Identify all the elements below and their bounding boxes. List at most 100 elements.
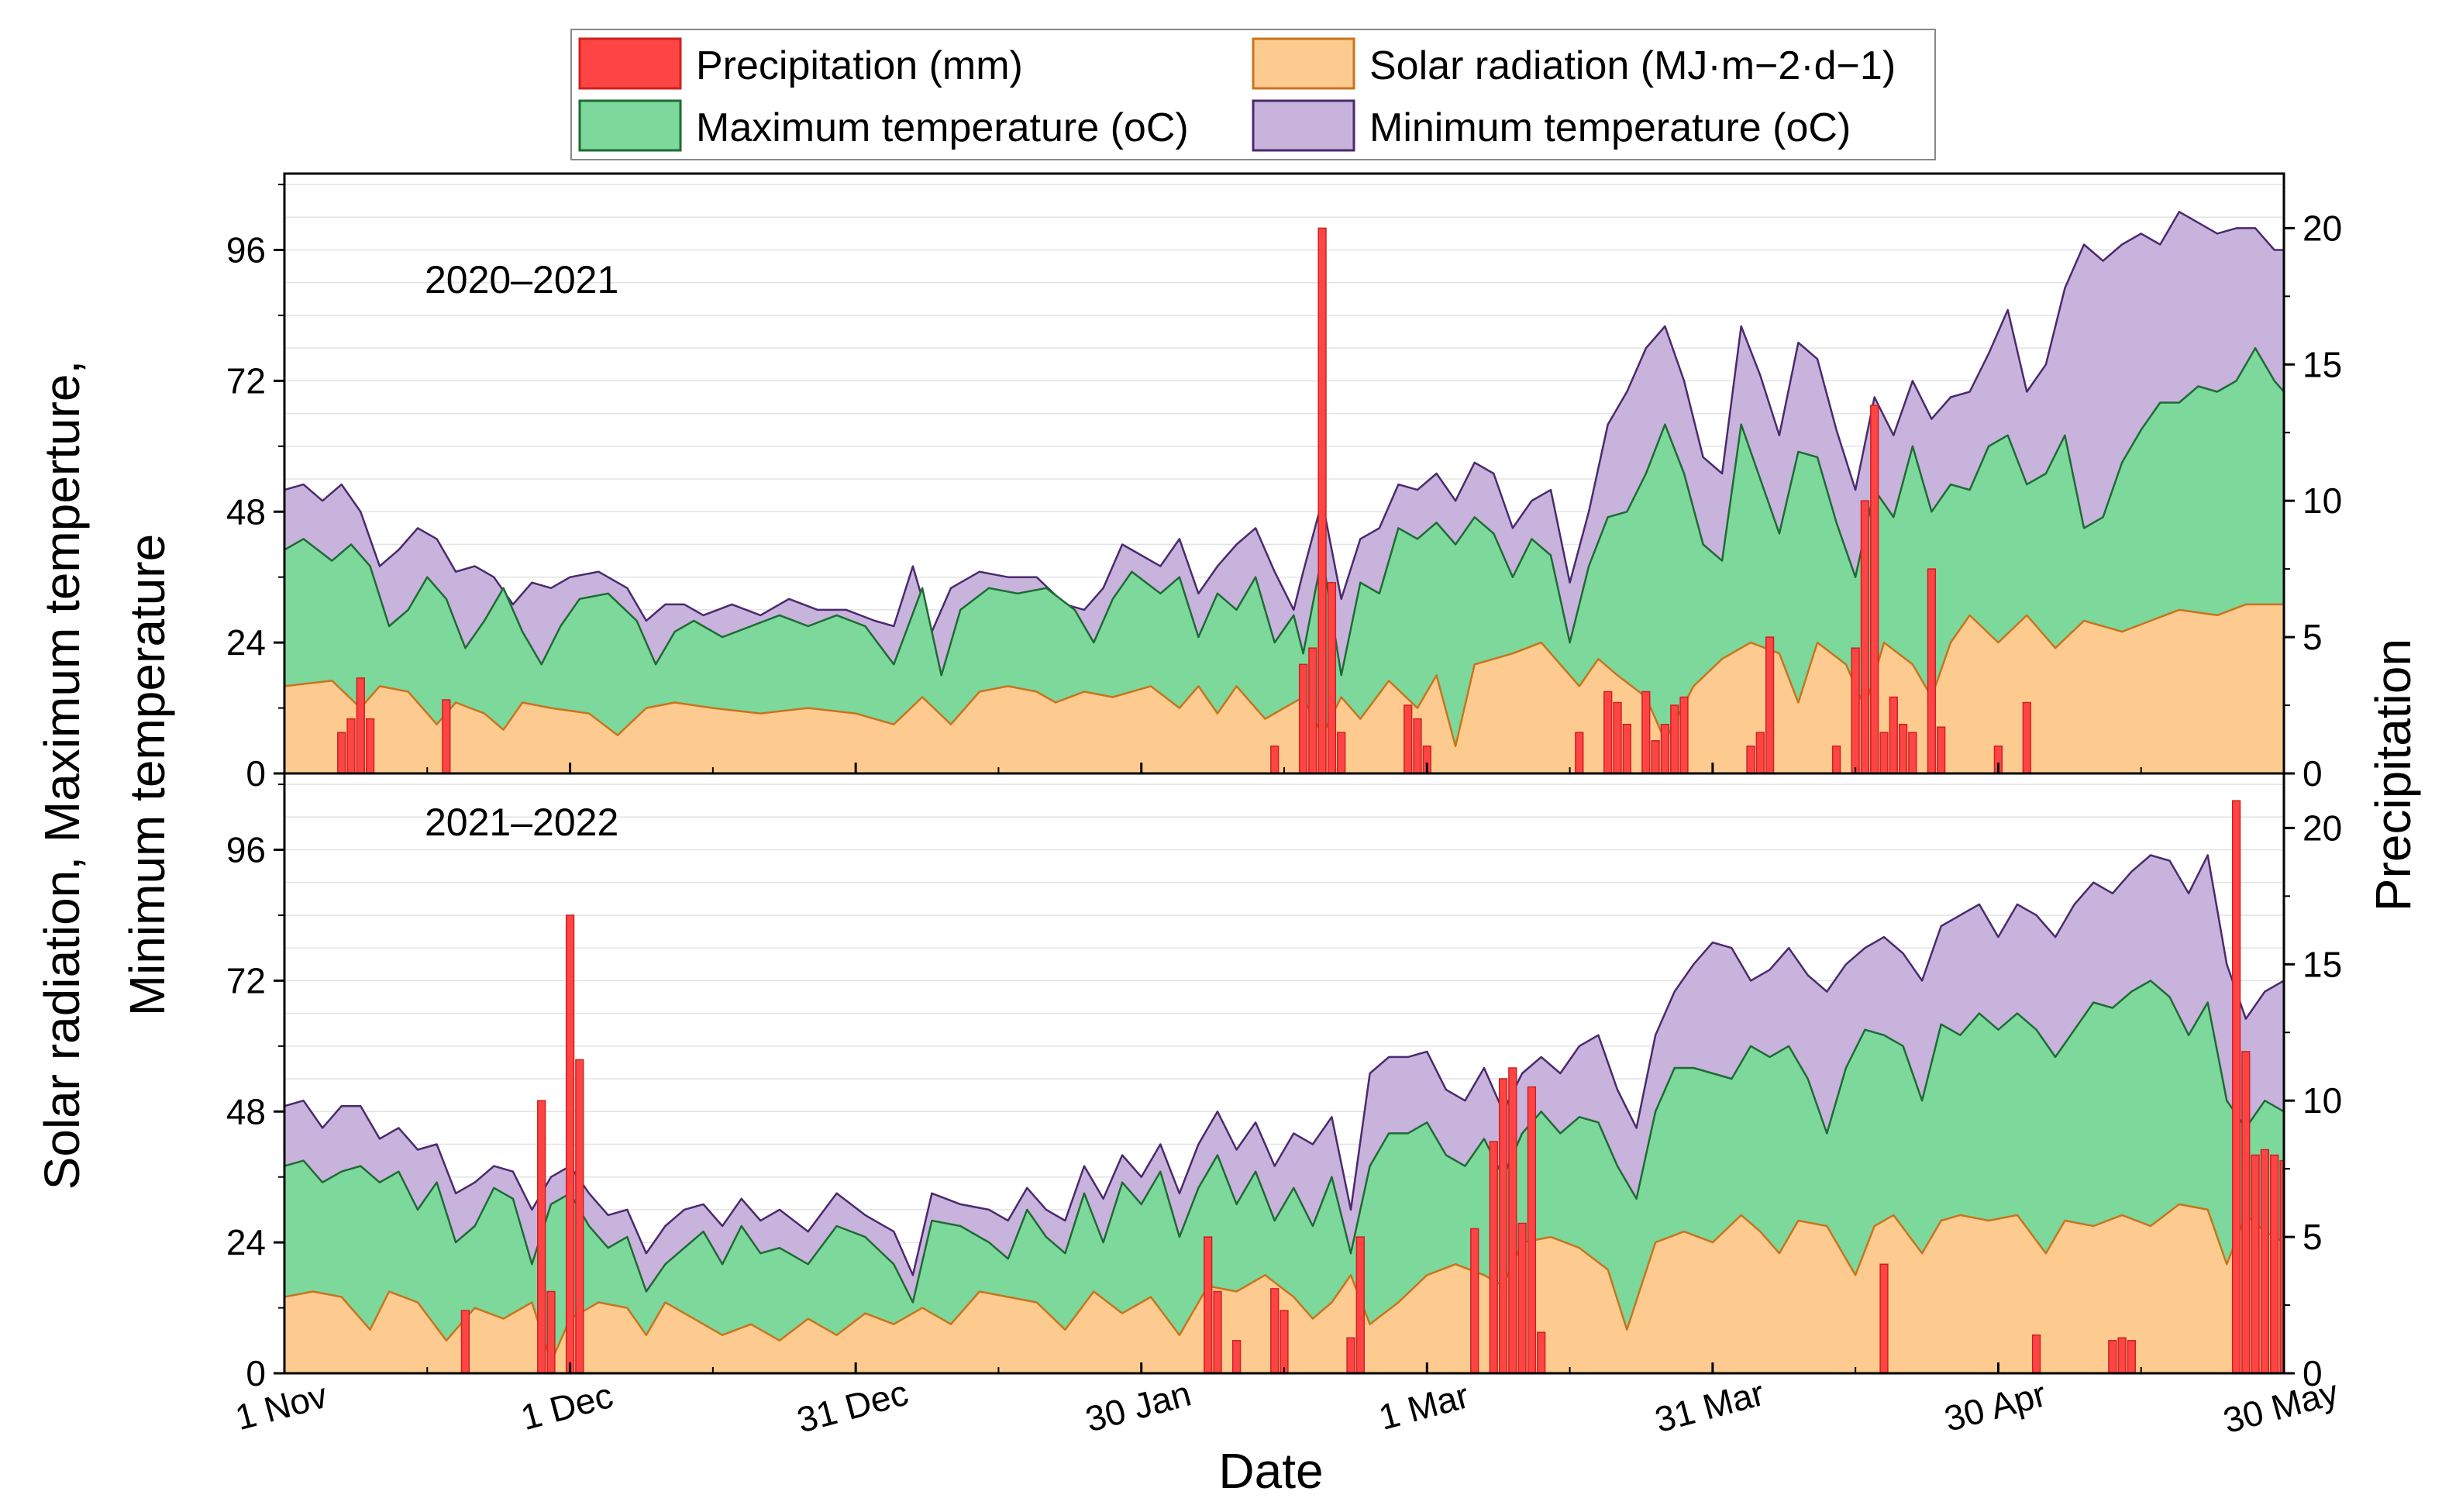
precip-bar [1204,1236,1213,1373]
panel-label: 2020–2021 [425,258,618,301]
precip-bar [2241,1051,2251,1373]
precip-bar [1270,746,1280,773]
precip-bar [2251,1154,2260,1373]
precip-bar [356,677,365,773]
x-tick-label: 30 Jan [1081,1373,1195,1440]
precip-bar [1404,704,1413,773]
left-y-tick-label: 24 [226,622,266,663]
precip-bar [1327,581,1337,773]
left-y-tick-label: 0 [246,753,266,794]
precip-bars-panel-2 [460,800,2284,1373]
precip-bar [1755,732,1765,773]
precip-bar [1679,696,1689,773]
precip-bar [1213,1290,1222,1373]
precip-bar [1413,718,1422,773]
right-y-tick-label: 20 [2303,808,2342,848]
precip-bar [1889,696,1898,773]
ticks-panel-1: 0 24 48 72 96 0 5 10 15 20 [226,184,2342,794]
left-y-tick-label: 96 [226,830,266,870]
precip-bar [1317,227,1327,773]
precip-bar [1860,500,1870,773]
precip-bar [1298,663,1308,773]
x-tick-label: 31 Mar [1651,1373,1769,1440]
precip-bar [1308,647,1317,773]
precip-bar [2279,1159,2284,1373]
precip-bar [1898,723,1908,773]
legend-label-solar: Solar radiation (MJ·m−2·d−1) [1369,43,1896,88]
legend-label-tmax: Maximum temperature (oC) [696,105,1189,150]
precip-bar [537,1100,546,1373]
precip-bar [1613,701,1622,773]
precip-bar [2031,1334,2041,1373]
precip-bar [1879,1263,1889,1373]
y-axis-title-left-line-2: Minimum temperature [119,534,175,1016]
left-y-tick-label: 72 [226,360,266,401]
precip-bar [1908,732,1917,773]
precip-bar [1879,732,1889,773]
precip-bar [1603,691,1613,773]
precip-bar [1280,1310,1289,1373]
x-tick-labels: 1 Nov 1 Dec 31 Dec 30 Jan 1 Mar 31 Mar 30 Apr 3… [231,1372,2342,1441]
precip-bar [2022,701,2031,773]
precip-bar [1765,636,1775,773]
precip-bar [2117,1337,2127,1373]
precip-bar [1575,732,1584,773]
precip-bar [1927,568,1937,773]
precip-bar [1498,1078,1508,1373]
precip-bar [2231,800,2241,1373]
left-y-tick-label: 72 [226,960,266,1001]
x-axis-title: Date [1218,1443,1323,1499]
precip-bar [460,1310,470,1373]
left-y-tick-label: 96 [226,230,266,270]
right-y-tick-label: 5 [2303,617,2323,657]
precip-bar [1746,746,1755,773]
legend: Precipitation (mm) Solar radiation (MJ·m−… [570,29,1936,160]
legend-label-precip: Precipitation (mm) [696,43,1023,88]
precip-bar [1489,1141,1498,1373]
precip-bar [2108,1340,2117,1373]
panel-2020-2021: 0 24 48 72 96 0 5 10 15 20 2020–2021 [226,172,2342,794]
legend-swatch-tmax [578,99,682,152]
precip-bar [1937,726,1946,773]
ticks-panel-2: 0 24 48 72 96 0 5 10 15 20 [226,784,2342,1393]
legend-items: Precipitation (mm) Solar radiation (MJ·m−… [578,37,1896,152]
x-tick-label: 1 Mar [1375,1375,1473,1438]
panel-label: 2021–2022 [425,801,618,844]
left-y-tick-label: 48 [226,491,266,532]
precip-bar [365,718,375,773]
precip-bar [1660,723,1670,773]
precip-bar [1670,704,1679,773]
precip-bar [565,914,575,1373]
precip-bar [1355,1236,1365,1373]
left-y-tick-label: 48 [226,1091,266,1131]
precip-bar [1346,1337,1355,1373]
legend-swatch-tmin [1252,99,1355,152]
x-tick-label: 30 May [2219,1372,2342,1441]
right-y-tick-label: 0 [2303,1353,2323,1393]
right-y-tick-label: 10 [2303,480,2342,521]
right-y-tick-label: 20 [2303,208,2342,248]
precip-bar [1527,1086,1537,1373]
precip-bar [575,1059,584,1373]
precip-bar [1270,1288,1280,1373]
area-solar-radiation [284,603,2284,773]
precip-bar [337,732,346,773]
precip-bar [2260,1149,2270,1373]
precip-bar [1508,1067,1517,1373]
right-y-tick-label: 15 [2303,344,2342,384]
y-axis-title-right: Precipitation [2365,639,2421,911]
legend-label-tmin: Minimum temperature (oC) [1369,105,1851,150]
right-y-tick-label: 15 [2303,944,2342,984]
precip-bar [1537,1331,1546,1373]
panel-2021-2022: 0 24 48 72 96 0 5 10 15 20 2021–2022 [226,772,2342,1393]
precip-bar [1831,746,1841,773]
precip-bar [442,699,451,773]
legend-swatch-solar [1252,37,1355,90]
x-tick-label: 30 Apr [1940,1373,2050,1439]
precip-bar [1641,691,1651,773]
precip-bar [1870,405,1879,773]
legend-swatch-precip [578,37,682,90]
left-y-tick-label: 0 [246,1353,266,1393]
y-axis-title-left-line-1: Solar radiation, Maximum temperture, [34,360,90,1190]
